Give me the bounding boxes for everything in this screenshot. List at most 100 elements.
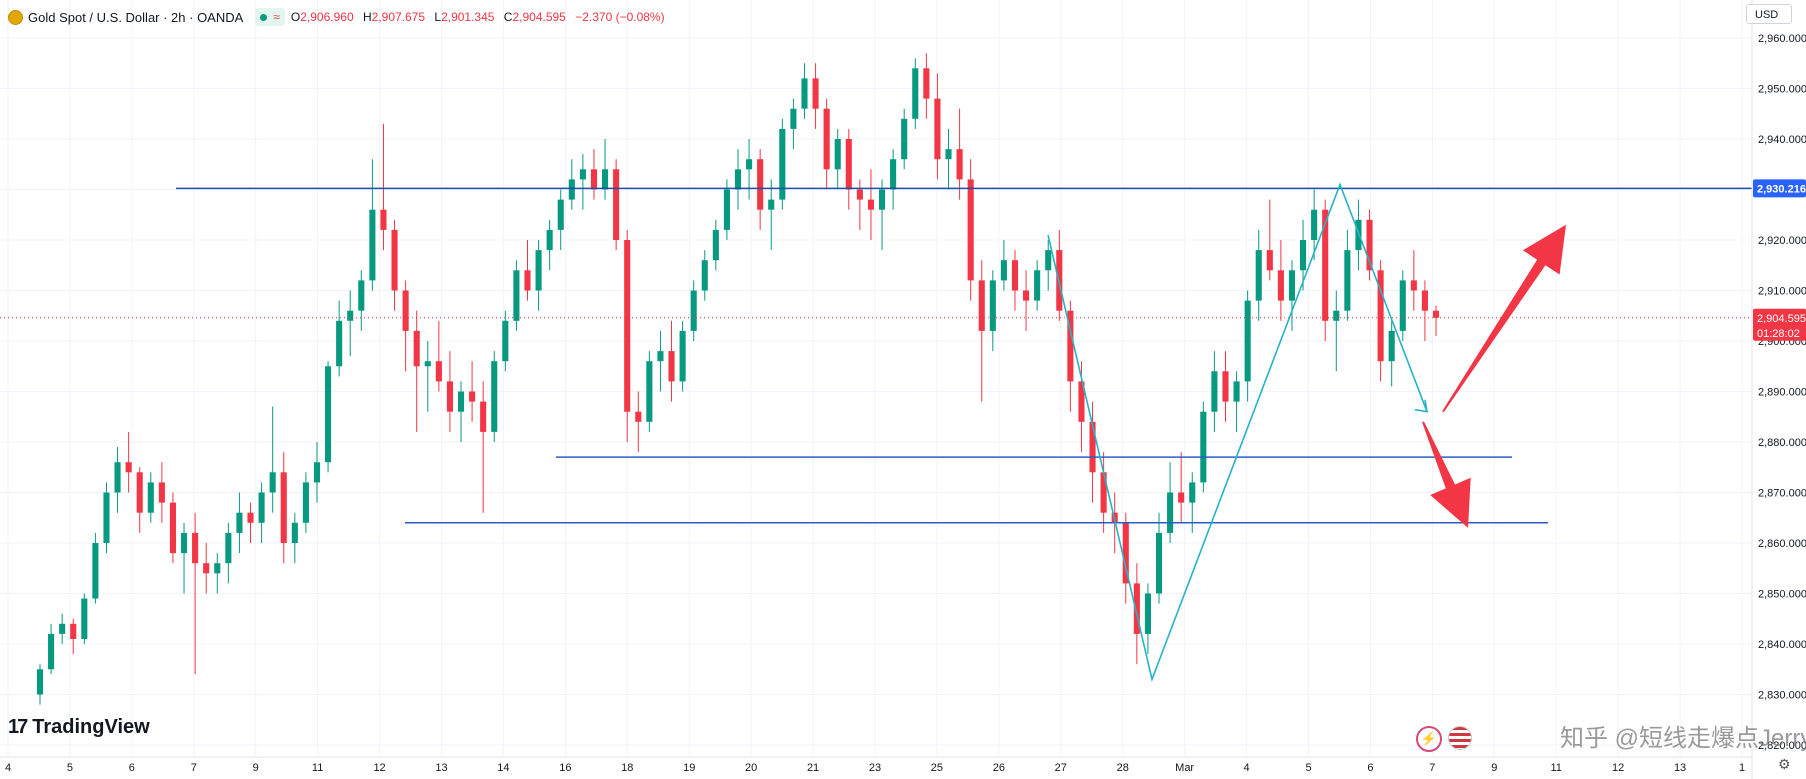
candle-body [147, 482, 154, 513]
candle-body [768, 199, 775, 210]
candle-body [989, 280, 996, 331]
x-tick-label: 11 [1551, 762, 1562, 774]
candle-body [679, 330, 686, 382]
high-value: 2,907.675 [371, 10, 426, 24]
candle-body [114, 462, 121, 493]
low-value: 2,901.345 [441, 10, 495, 24]
candle-body [1200, 411, 1207, 483]
candle-body [1011, 260, 1019, 291]
candle-body [1233, 381, 1240, 402]
pattern-zigzag [1047, 182, 1428, 683]
candle-body [70, 623, 77, 639]
candle-body [602, 169, 609, 190]
candle-body [613, 169, 620, 240]
candle-body [502, 320, 509, 362]
us-flag-icon[interactable] [1448, 726, 1472, 750]
candle-body [657, 351, 664, 362]
candle-body [635, 411, 642, 422]
x-tick-label: 7 [191, 762, 197, 774]
candle-body [524, 270, 531, 291]
candle-body [1244, 300, 1251, 382]
candle-body [81, 598, 88, 639]
candle-body [424, 361, 431, 367]
lightning-icon[interactable]: ⚡ [1416, 726, 1442, 752]
candle-body [1222, 371, 1229, 402]
candle-body [1355, 219, 1362, 251]
tradingview-logo[interactable]: 17 TradingView [8, 716, 150, 739]
candle-body [579, 169, 586, 180]
market-status-badge[interactable]: ≈ [255, 8, 285, 26]
candle-body [912, 68, 919, 119]
candle-body [358, 280, 365, 311]
candle-body [435, 361, 442, 382]
candle-body [624, 240, 631, 412]
candle-body [1133, 583, 1140, 634]
candle-body [890, 159, 897, 190]
candle-body [446, 381, 453, 412]
x-tick-label: 6 [129, 762, 135, 774]
x-tick-label: 27 [1055, 762, 1067, 774]
y-tick-label: 2,880.000 [1758, 437, 1806, 449]
x-tick-label: 5 [1305, 762, 1311, 774]
candle-body [1045, 250, 1052, 271]
candle-body [1277, 270, 1284, 301]
candle-body [668, 351, 675, 382]
pattern-arrowhead [1414, 399, 1428, 413]
candle-body [513, 270, 520, 321]
candle-body [36, 669, 44, 695]
candles [36, 53, 1440, 705]
candle-body [1366, 219, 1373, 271]
symbol-header: Gold Spot / U.S. Dollar · 2h · OANDA ≈ O… [8, 6, 671, 28]
current-price-tag [1753, 308, 1806, 341]
candle-body [546, 229, 553, 251]
candle-body [402, 290, 409, 331]
candle-body [1388, 330, 1395, 362]
candle-body [801, 78, 808, 109]
candle-body [1333, 310, 1340, 321]
x-tick-label: 12 [1612, 762, 1624, 774]
candle-body [867, 199, 874, 210]
candle-body [812, 78, 819, 109]
candle-body [1078, 381, 1085, 422]
candle-body [1255, 250, 1262, 301]
candle-body [1410, 280, 1417, 291]
grid [0, 0, 1752, 757]
settings-gear-icon[interactable]: ⚙ [1778, 756, 1791, 772]
candle-body [1144, 593, 1151, 634]
y-tick-label: 2,850.000 [1758, 589, 1806, 601]
forecast-arrow-up [1442, 224, 1566, 413]
x-tick-label: 4 [1244, 762, 1250, 774]
x-tick-label: Mar [1175, 762, 1194, 774]
bottom-icons: ⚡ [1416, 726, 1472, 752]
y-tick-label: 2,960.000 [1758, 33, 1806, 45]
candle-body [1432, 310, 1440, 318]
candle-body [125, 462, 132, 473]
y-tick-label: 2,830.000 [1758, 690, 1806, 702]
currency-selector[interactable]: USD [1746, 4, 1792, 24]
candle-body [568, 179, 575, 200]
x-tick-label: 9 [253, 762, 259, 774]
candle-body [225, 532, 232, 564]
resistance-price-tag [1753, 179, 1806, 198]
x-tick-label: 18 [621, 762, 633, 774]
candle-body [1067, 310, 1074, 382]
candle-body [1089, 421, 1096, 473]
candle-body [823, 108, 830, 170]
candle-body [1178, 492, 1185, 503]
y-tick-label: 2,870.000 [1758, 488, 1806, 500]
candle-body [878, 189, 886, 210]
candle-body [347, 310, 354, 321]
low-key: L [434, 10, 442, 24]
candle-body [1023, 290, 1030, 301]
x-tick-label: 20 [745, 762, 757, 774]
candle-body [1288, 270, 1296, 301]
x-tick-label: 14 [497, 762, 509, 774]
open-key: O [290, 10, 301, 24]
x-tick-label: 5 [67, 762, 73, 774]
candle-body [1266, 250, 1273, 271]
candle-body [1167, 492, 1174, 533]
ohlc-values: O2,906.960 H2,907.675 L2,901.345 C2,904.… [291, 10, 671, 24]
symbol-title[interactable]: Gold Spot / U.S. Dollar · 2h · OANDA [28, 9, 244, 25]
